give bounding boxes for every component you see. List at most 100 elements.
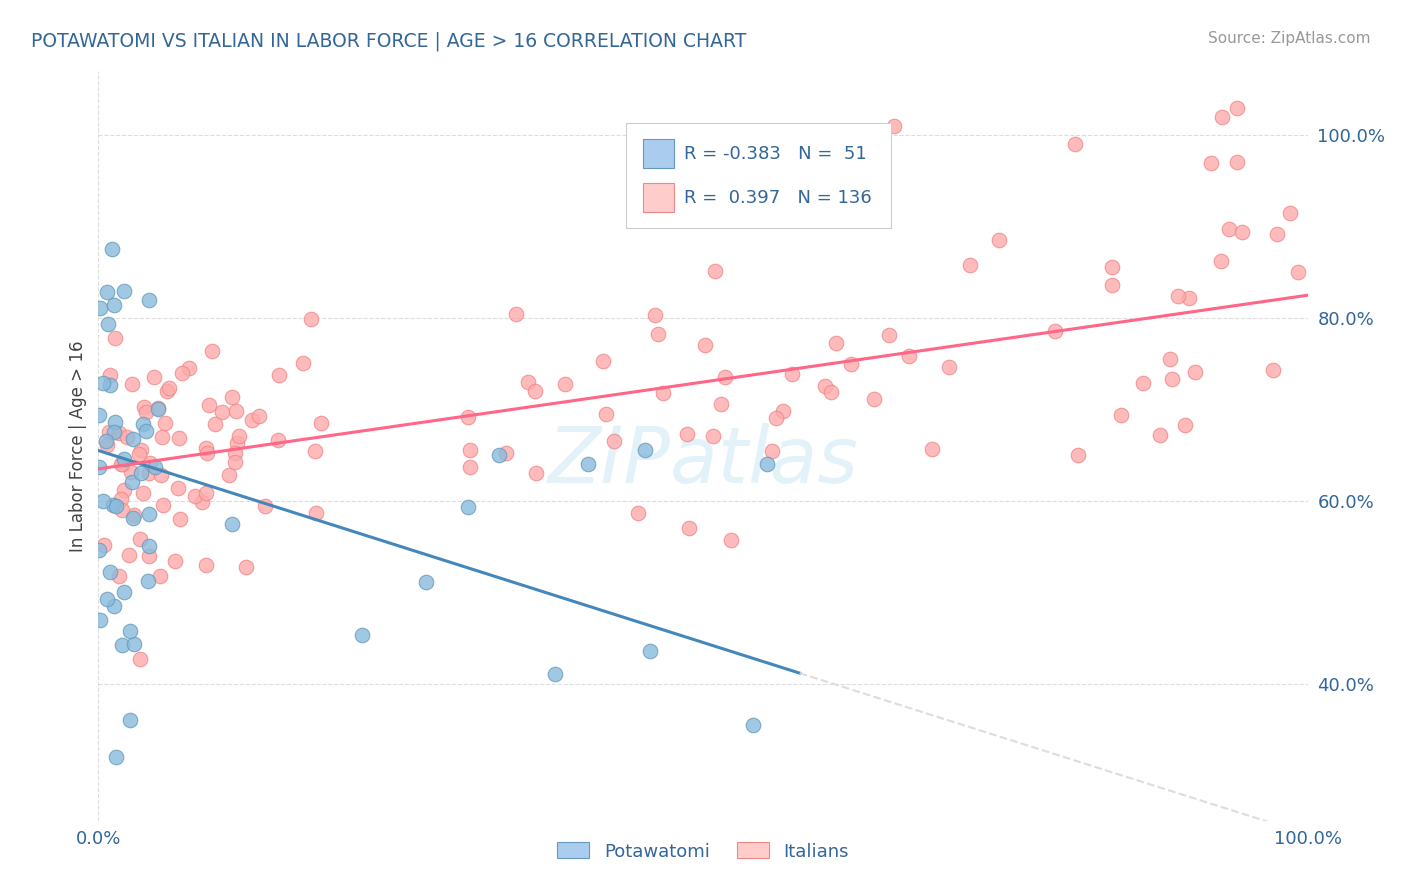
Point — [91, 494, 114, 508]
Point — [267, 368, 290, 383]
Point — [103, 298, 125, 312]
Point — [224, 455, 246, 469]
Y-axis label: In Labor Force | Age > 16: In Labor Force | Age > 16 — [69, 340, 87, 552]
Point — [603, 434, 626, 448]
Point — [780, 367, 803, 381]
Point — [457, 500, 479, 515]
Point — [129, 466, 152, 480]
Point — [524, 467, 547, 481]
Point — [225, 404, 247, 418]
Legend: Potawatomi, Italians: Potawatomi, Italians — [550, 835, 856, 868]
Point — [305, 506, 328, 520]
Text: ZIPatlas: ZIPatlas — [547, 423, 859, 499]
Point — [863, 392, 886, 406]
FancyBboxPatch shape — [644, 139, 673, 168]
Point — [704, 264, 727, 278]
Point — [118, 713, 141, 727]
Point — [195, 446, 218, 460]
Point — [825, 335, 848, 350]
Point — [1265, 227, 1288, 241]
Point — [1261, 362, 1284, 376]
Point — [96, 285, 118, 300]
FancyBboxPatch shape — [627, 123, 891, 228]
Point — [197, 398, 219, 412]
Point — [228, 429, 250, 443]
Point — [156, 384, 179, 398]
Point — [111, 503, 134, 517]
Point — [1209, 254, 1232, 268]
Point — [122, 511, 145, 525]
Point — [103, 415, 125, 429]
Point — [883, 119, 905, 133]
Point — [651, 385, 673, 400]
Text: R = -0.383   N =  51: R = -0.383 N = 51 — [683, 145, 866, 162]
Point — [267, 433, 290, 447]
Point — [595, 407, 617, 421]
Point — [111, 638, 134, 652]
Point — [1101, 260, 1123, 274]
Point — [242, 413, 264, 427]
Point — [122, 432, 145, 446]
Point — [488, 449, 510, 463]
Point — [96, 438, 118, 452]
Point — [938, 360, 960, 375]
Point — [110, 491, 132, 506]
Point — [112, 483, 135, 498]
Point — [554, 376, 576, 391]
Point — [139, 456, 162, 470]
Point — [814, 379, 837, 393]
Point — [1211, 110, 1233, 124]
Point — [544, 667, 567, 681]
Point — [638, 644, 661, 658]
Point — [112, 585, 135, 599]
Point — [129, 652, 152, 666]
Point — [1167, 289, 1189, 303]
Point — [457, 410, 479, 425]
Point — [352, 627, 374, 641]
Point — [201, 343, 224, 358]
Point — [194, 558, 217, 572]
Point — [89, 613, 111, 627]
Point — [820, 385, 842, 400]
Point — [112, 284, 135, 298]
Point — [143, 460, 166, 475]
Point — [634, 443, 657, 458]
Point — [309, 416, 332, 430]
Point — [1045, 324, 1067, 338]
Point — [1199, 155, 1222, 169]
Point — [505, 308, 527, 322]
Point — [1174, 417, 1197, 432]
Point — [710, 397, 733, 411]
Point — [627, 506, 650, 520]
FancyBboxPatch shape — [644, 184, 673, 212]
Point — [135, 405, 157, 419]
Point — [138, 293, 160, 307]
Point — [304, 444, 326, 458]
Point — [132, 400, 155, 414]
Text: POTAWATOMI VS ITALIAN IN LABOR FORCE | AGE > 16 CORRELATION CHART: POTAWATOMI VS ITALIAN IN LABOR FORCE | A… — [31, 31, 747, 51]
Point — [89, 542, 111, 557]
Point — [1067, 448, 1090, 462]
Point — [194, 441, 217, 455]
Point — [772, 404, 794, 418]
Point — [110, 458, 132, 472]
Point — [122, 637, 145, 651]
Point — [693, 338, 716, 352]
Point — [576, 457, 599, 471]
Point — [839, 358, 862, 372]
Point — [1132, 376, 1154, 391]
Point — [146, 401, 169, 415]
Point — [299, 312, 322, 326]
Point — [104, 331, 127, 345]
Point — [121, 377, 143, 392]
Point — [221, 517, 243, 532]
Point — [897, 349, 920, 363]
Text: R =  0.397   N = 136: R = 0.397 N = 136 — [683, 189, 872, 207]
Point — [1159, 352, 1181, 367]
Point — [702, 429, 724, 443]
Point — [184, 489, 207, 503]
Point — [720, 533, 742, 548]
Point — [592, 353, 614, 368]
Point — [163, 553, 186, 567]
Point — [988, 234, 1011, 248]
